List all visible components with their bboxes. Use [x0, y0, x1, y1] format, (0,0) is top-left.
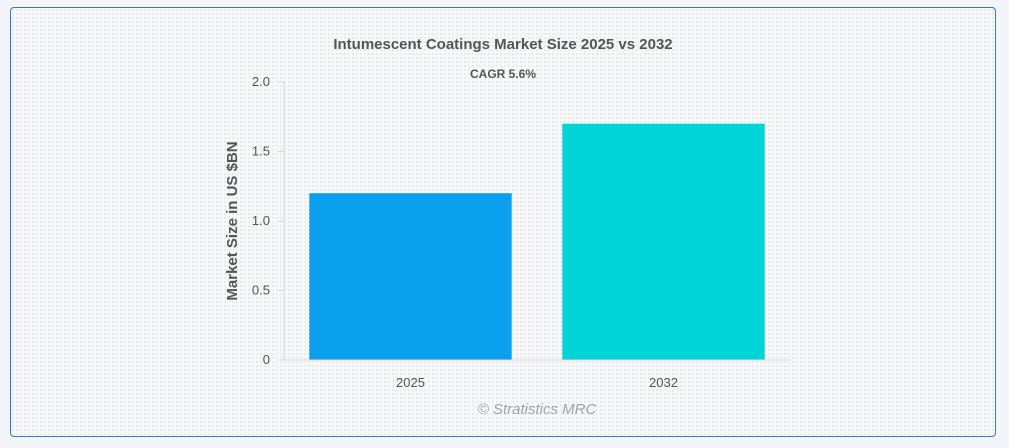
x-tick-label: 2025: [396, 375, 425, 390]
watermark: © Stratistics MRC: [478, 401, 597, 418]
bar-2025: [309, 193, 512, 360]
x-axis: 2025 2032: [284, 359, 790, 390]
y-axis: 0 0.5 1.0 1.5 2.0: [252, 74, 285, 367]
bars: [309, 123, 765, 360]
x-tick-label: 2032: [649, 375, 678, 390]
chart-subtitle: CAGR 5.6%: [470, 67, 536, 81]
y-tick-label: 1.5: [252, 144, 270, 159]
y-axis-label: Market Size in US $BN: [224, 141, 241, 300]
bar-2032: [562, 123, 765, 360]
y-tick-label: 2.0: [252, 74, 270, 89]
y-tick-label: 1.0: [252, 213, 270, 228]
y-tick-label: 0: [263, 352, 270, 367]
chart-title: Intumescent Coatings Market Size 2025 vs…: [333, 36, 672, 53]
y-tick-label: 0.5: [252, 283, 270, 298]
